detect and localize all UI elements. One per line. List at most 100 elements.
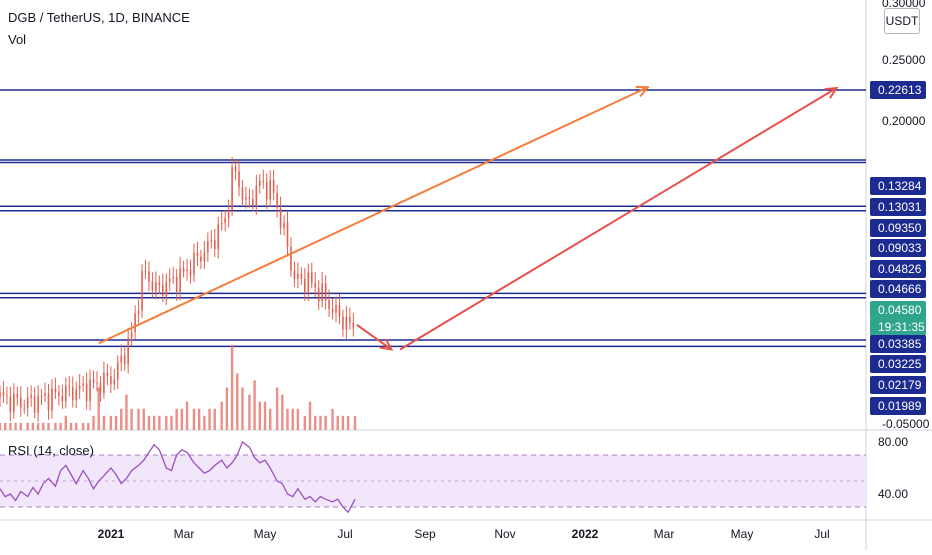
candle-body <box>200 256 202 262</box>
candle-body <box>248 197 251 199</box>
candle-body <box>189 269 192 276</box>
candle-body <box>78 385 81 390</box>
candle-body <box>245 197 247 200</box>
price-label-box <box>870 198 926 216</box>
price-label: 0.09033 <box>878 241 922 255</box>
candle-body <box>227 210 230 219</box>
price-label-box <box>870 301 926 319</box>
volume-bar <box>319 415 322 430</box>
candle-body <box>252 198 254 206</box>
volume-bar <box>175 408 178 430</box>
rsi-tick-label: 80.00 <box>878 435 908 449</box>
time-tick-label: Sep <box>414 527 436 541</box>
trend-arrow-2-head <box>824 86 839 99</box>
candle-body <box>151 281 154 291</box>
rsi-line <box>0 440 356 514</box>
candle-body <box>26 397 29 408</box>
volume-bar <box>281 394 284 430</box>
volume-bar <box>26 422 29 430</box>
candle-body <box>61 395 64 402</box>
candle-body <box>92 379 95 383</box>
candle-body <box>148 271 150 282</box>
rsi-label: RSI (14, close) <box>8 443 94 458</box>
candle-body <box>269 180 271 200</box>
candle-body <box>293 270 296 279</box>
price-tick-label: -0.05000 <box>882 417 930 431</box>
candle-body <box>33 395 36 413</box>
candle-body <box>141 270 143 311</box>
candle-body <box>137 310 140 314</box>
price-label: 0.04826 <box>878 262 922 276</box>
candle-body <box>37 396 39 413</box>
candle-body <box>16 394 19 398</box>
price-label: 0.02179 <box>878 378 922 392</box>
candle-body <box>99 382 102 394</box>
volume-bar <box>197 408 201 430</box>
volume-bar <box>331 408 334 430</box>
currency-unit-button[interactable]: USDT <box>884 8 920 34</box>
volume-label: Vol <box>8 32 27 47</box>
candle-body <box>103 372 105 394</box>
candle-body <box>279 208 282 228</box>
volume-bar <box>114 415 118 430</box>
candle-body <box>203 252 206 262</box>
time-tick-label: Mar <box>654 527 675 541</box>
volume-bar <box>248 394 251 430</box>
price-label-box <box>870 355 926 373</box>
volume-bar <box>75 422 78 430</box>
volume-bar <box>92 415 95 430</box>
volume-bar <box>341 415 345 430</box>
price-tick-label: 0.20000 <box>882 114 926 128</box>
volume-bar <box>336 415 339 430</box>
candle-body <box>40 396 43 398</box>
candle-body <box>19 397 22 408</box>
volume-bar <box>120 408 123 430</box>
candle-body <box>106 372 109 377</box>
candle-body <box>217 224 220 250</box>
price-tick-label: 0.30000 <box>882 0 926 10</box>
candle-body <box>220 223 223 225</box>
candle-body <box>317 287 320 302</box>
candle-body <box>328 300 330 309</box>
candle-body <box>304 278 306 293</box>
volume-bar <box>0 422 2 430</box>
price-label-box <box>870 397 926 415</box>
volume-bar <box>213 408 216 430</box>
volume-bar <box>192 408 196 430</box>
candle-body <box>30 395 32 398</box>
price-label-box <box>870 335 926 353</box>
candle-body <box>96 382 98 384</box>
price-label: 0.03225 <box>878 357 922 371</box>
price-label-box <box>870 260 926 278</box>
volume-bar <box>9 422 12 430</box>
time-tick-label: Mar <box>174 527 195 541</box>
candle-body <box>130 332 133 339</box>
time-tick-label: May <box>254 527 277 541</box>
candle-body <box>352 322 355 329</box>
candle-body <box>13 394 15 412</box>
volume-bar <box>87 422 90 430</box>
candle-body <box>238 171 240 188</box>
candle-body <box>158 282 161 285</box>
candle-body <box>321 283 323 302</box>
volume-bar <box>353 415 357 430</box>
time-tick-label: Nov <box>494 527 515 541</box>
candle-body <box>54 388 57 393</box>
candle-body <box>310 272 313 283</box>
candle-body <box>265 181 268 200</box>
candle-body <box>68 385 71 387</box>
trend-arrow-0-head <box>635 86 650 98</box>
candle-body <box>349 316 351 323</box>
price-pane <box>0 0 866 430</box>
volume-bar <box>158 415 161 430</box>
volume-bar <box>64 415 68 430</box>
candle-body <box>165 281 168 297</box>
volume-bar <box>241 387 244 430</box>
candle-body <box>300 273 303 279</box>
trend-arrow-1 <box>356 323 393 351</box>
price-label-box <box>870 177 926 195</box>
volume-bar <box>263 401 267 430</box>
candle-body <box>162 284 164 297</box>
price-label: 0.13284 <box>878 179 922 193</box>
